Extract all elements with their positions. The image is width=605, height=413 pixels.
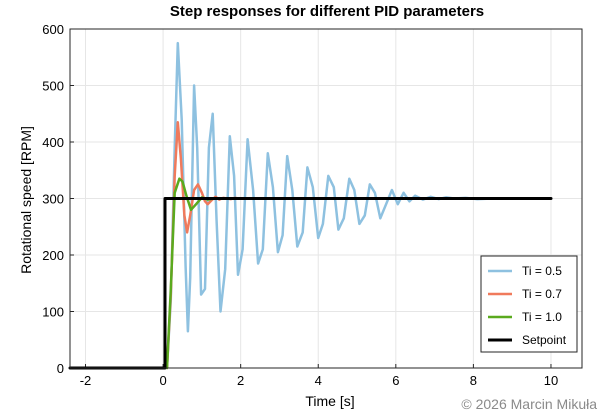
x-ticks: -2 0 2 4 6 8 10 xyxy=(80,364,558,388)
y-tick-label: 400 xyxy=(42,135,64,150)
copyright-text: © 2026 Marcin Mikuła xyxy=(461,396,597,412)
plot-border xyxy=(69,28,583,369)
legend-label-setpoint: Setpoint xyxy=(522,333,567,347)
y-ticks: 0 100 200 300 400 500 600 xyxy=(42,22,74,376)
legend-label-ti-1-0: Ti = 1.0 xyxy=(522,310,562,324)
x-tick-label: 8 xyxy=(470,373,477,388)
legend-box xyxy=(480,255,578,353)
legend-label-ti-0-7: Ti = 0.7 xyxy=(522,287,562,301)
legend: Ti = 0.5 Ti = 0.7 Ti = 1.0 Setpoint xyxy=(480,255,578,353)
series-line-setpoint xyxy=(68,197,553,370)
y-tick-label: 600 xyxy=(42,22,64,37)
y-tick-label: 300 xyxy=(42,192,64,207)
x-tick-label: 2 xyxy=(237,373,244,388)
chart-title: Step responses for different PID paramet… xyxy=(170,3,484,20)
x-tick-label: -2 xyxy=(80,373,92,388)
y-axis-label: Rotational speed [RPM] xyxy=(18,126,34,274)
series-line-ti-1-0 xyxy=(165,177,223,370)
y-tick-label: 100 xyxy=(42,305,64,320)
y-tick-label: 0 xyxy=(57,361,64,376)
x-tick-label: 10 xyxy=(544,373,558,388)
legend-label-ti-0-5: Ti = 0.5 xyxy=(522,264,562,278)
y-tick-label: 500 xyxy=(42,79,64,94)
y-tick-label: 200 xyxy=(42,248,64,263)
x-tick-label: 4 xyxy=(315,373,322,388)
x-tick-label: 0 xyxy=(159,373,166,388)
x-axis-label: Time [s] xyxy=(305,393,354,409)
x-tick-label: 6 xyxy=(392,373,399,388)
series-lines xyxy=(68,41,553,370)
